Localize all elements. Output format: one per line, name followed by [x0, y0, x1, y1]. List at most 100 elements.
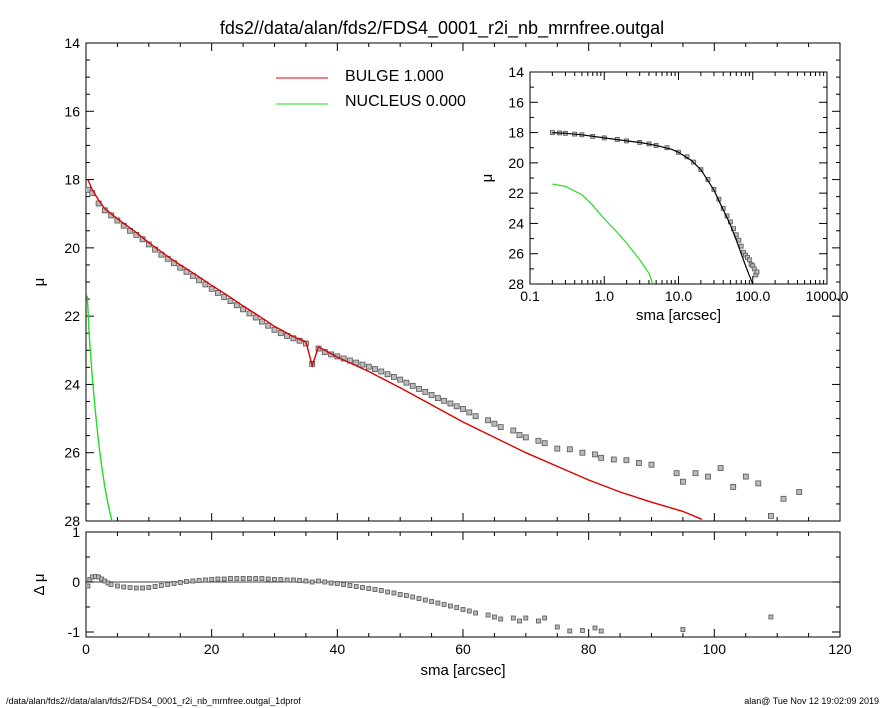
residual-point: [378, 588, 384, 593]
footer-filename: /data/alan/fds2//data/alan/fds2/FDS4_000…: [6, 696, 301, 706]
observed-point: [403, 379, 410, 386]
observed-point: [780, 495, 787, 502]
residual-point: [768, 614, 774, 620]
residual-point: [385, 589, 391, 595]
y-tick-label: 20: [64, 240, 80, 256]
observed-point: [491, 420, 498, 427]
observed-point: [441, 397, 448, 404]
residual-frame: [85, 531, 841, 638]
observed-point: [384, 371, 391, 378]
residual-point: [272, 577, 277, 582]
residual-point: [171, 581, 177, 586]
observed-point: [592, 451, 598, 458]
legend: BULGE 1.000 NUCLEUS 0.000: [276, 68, 466, 110]
observed-point: [416, 385, 422, 392]
y-tick-label: 16: [508, 94, 524, 110]
x-axis-label: sma [arcsec]: [636, 307, 721, 324]
residual-point: [523, 615, 529, 621]
x-tick-label: 1000.0: [806, 288, 849, 304]
residual-point: [366, 586, 372, 591]
observed-point: [252, 314, 259, 321]
residual-point: [115, 583, 120, 589]
residual-point: [353, 584, 359, 589]
legend-nucleus-label: NUCLEUS 0.000: [345, 93, 466, 110]
bulge-series-line: [87, 179, 703, 520]
footer-timestamp: alan@ Tue Nov 12 19:02:09 2019: [744, 696, 879, 706]
y-axis-label: Δ μ: [31, 573, 48, 595]
residual-point: [328, 580, 334, 586]
residual-point: [498, 616, 504, 622]
inset-frame: [529, 71, 828, 285]
observed-point: [214, 289, 221, 296]
observed-point: [453, 403, 460, 410]
residual-point: [152, 584, 158, 589]
x-tick-label: 120: [828, 641, 852, 657]
y-tick-label: 0: [72, 574, 80, 590]
residual-point: [165, 582, 171, 587]
residual-point: [234, 576, 240, 581]
x-tick-label: 60: [455, 641, 471, 657]
inset-observed-point: [754, 269, 760, 275]
y-axis-label: μ: [31, 278, 48, 287]
observed-point: [730, 483, 737, 490]
chart-title: fds2//data/alan/fds2/FDS4_0001_r2i_nb_mr…: [220, 18, 664, 39]
residual-point: [240, 576, 246, 581]
residual-point: [447, 603, 453, 609]
residual-point: [221, 576, 227, 582]
inset-observed-point: [738, 243, 744, 249]
residual-point: [410, 594, 416, 600]
residual-point: [297, 578, 303, 583]
x-tick-label: 40: [330, 641, 346, 657]
residual-point: [108, 582, 114, 587]
observed-point: [516, 432, 523, 438]
residual-point: [322, 579, 328, 585]
residual-point: [416, 596, 422, 601]
residual-point: [341, 582, 347, 587]
observed-point: [598, 454, 605, 461]
x-tick-label: 20: [204, 641, 220, 657]
observed-point: [522, 434, 529, 441]
residual-point: [259, 576, 265, 581]
observed-point: [265, 322, 272, 329]
observed-point: [409, 382, 416, 389]
x-tick-label: 80: [581, 641, 597, 657]
residual-point: [284, 577, 290, 583]
observed-point: [233, 302, 240, 309]
residual-point: [265, 576, 271, 582]
main-plot-area: [86, 179, 803, 521]
y-axis-label: μ: [479, 174, 496, 183]
y-tick-label: 16: [64, 103, 80, 119]
residual-point: [316, 578, 321, 584]
x-tick-label: 0.1: [520, 288, 540, 304]
residual-point: [491, 614, 497, 620]
observed-point: [673, 470, 680, 477]
residual-point: [485, 612, 491, 618]
residual-point: [680, 627, 686, 632]
inset-plot-area: [550, 130, 760, 284]
observed-point: [422, 388, 429, 395]
residual-point: [184, 579, 189, 584]
y-tick-label: 14: [508, 64, 524, 80]
residual-point: [422, 597, 428, 603]
observed-point: [397, 376, 404, 383]
residual-point: [429, 599, 435, 604]
residual-point: [542, 615, 548, 621]
y-tick-label: 14: [64, 35, 80, 51]
observed-point: [541, 440, 548, 447]
residual-point: [554, 624, 560, 630]
observed-point: [510, 427, 517, 434]
residual-point: [334, 581, 340, 586]
observed-point: [466, 409, 473, 416]
residual-point: [87, 577, 93, 582]
y-tick-label: 26: [508, 246, 524, 262]
residual-point: [441, 602, 447, 607]
observed-point: [705, 473, 711, 480]
y-tick-label: 20: [508, 155, 524, 171]
residual-point: [133, 585, 139, 591]
residual-point: [360, 585, 365, 590]
residual-point: [598, 628, 604, 634]
x-axis-label: sma [arcsec]: [420, 662, 505, 679]
residual-point: [278, 577, 284, 582]
